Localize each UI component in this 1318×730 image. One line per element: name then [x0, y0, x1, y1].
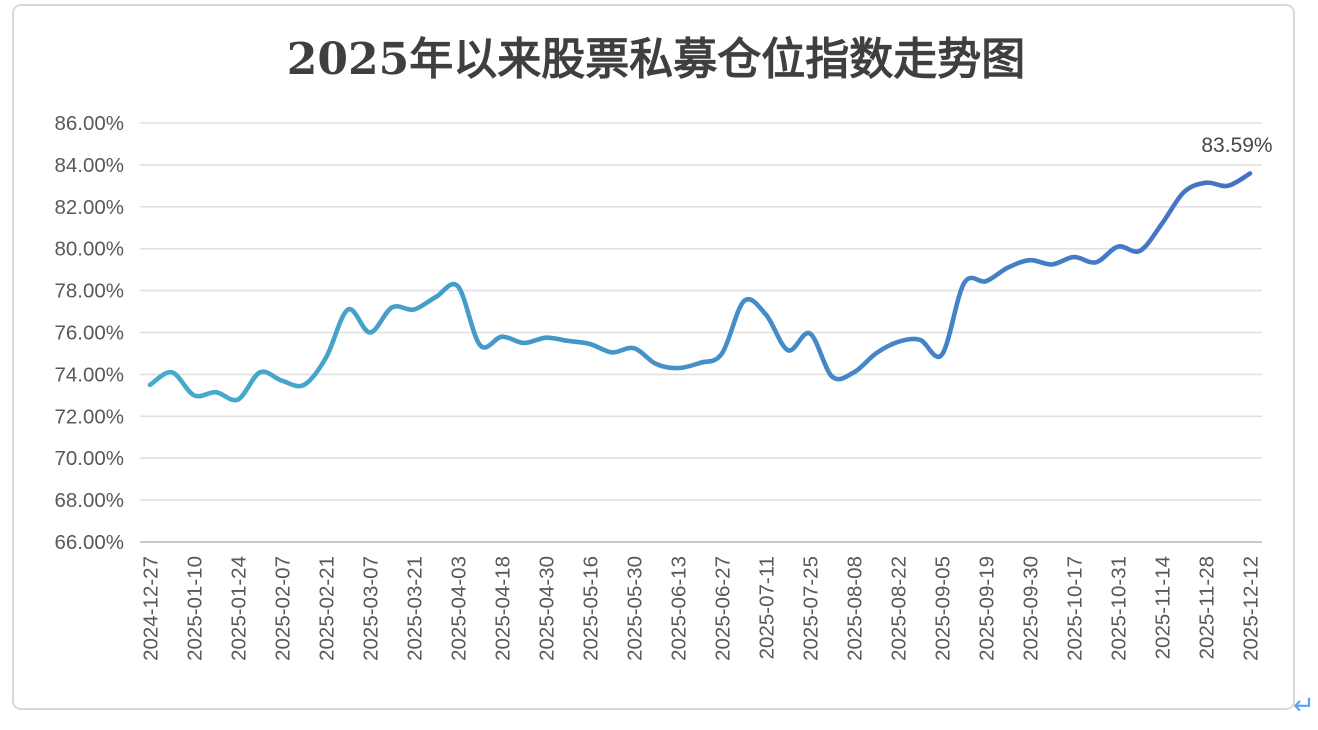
y-tick-label: 82.00%	[54, 196, 124, 219]
chart-title: 2025年以来股票私募仓位指数走势图	[287, 34, 1025, 85]
y-tick-label: 76.00%	[54, 322, 124, 345]
x-tick-label: 2025-06-27	[712, 556, 735, 661]
gridlines	[140, 122, 1262, 543]
x-tick-label: 2025-05-30	[624, 556, 647, 661]
x-tick-label: 2025-08-08	[844, 556, 867, 661]
x-tick-label: 2025-11-28	[1196, 556, 1219, 659]
x-tick-label: 2025-08-22	[888, 556, 911, 661]
y-axis-labels: 86.00% 84.00% 82.00% 80.00% 78.00% 76.00% 74.0…	[54, 112, 124, 554]
x-tick-label: 2025-09-30	[1020, 556, 1043, 661]
y-tick-label: 68.00%	[54, 489, 124, 512]
x-tick-label: 2025-03-21	[404, 556, 427, 661]
x-tick-label: 2025-04-03	[448, 556, 471, 661]
y-tick-label: 72.00%	[54, 405, 124, 428]
x-tick-label: 2025-07-25	[800, 556, 823, 661]
x-tick-label: 2025-05-16	[580, 556, 603, 661]
y-tick-label: 74.00%	[54, 363, 124, 386]
x-tick-label: 2025-04-30	[536, 556, 559, 661]
x-tick-label: 2025-02-07	[272, 556, 295, 661]
x-tick-label: 2025-10-17	[1064, 556, 1087, 661]
return-mark-icon: ↵	[1293, 690, 1315, 720]
y-tick-label: 84.00%	[54, 154, 124, 177]
y-tick-label: 70.00%	[54, 447, 124, 470]
x-tick-label: 2025-11-14	[1152, 556, 1175, 659]
chart-frame	[12, 4, 1295, 710]
y-tick-label: 66.00%	[54, 531, 124, 554]
x-tick-label: 2025-07-11	[756, 556, 779, 659]
x-tick-label: 2025-02-21	[316, 556, 339, 661]
x-tick-label: 2025-12-12	[1240, 556, 1263, 661]
x-tick-label: 2025-03-07	[360, 556, 383, 661]
endpoint-value-label: 83.59%	[1201, 134, 1272, 157]
x-tick-label: 2025-01-24	[228, 556, 251, 661]
series-line	[147, 171, 1253, 403]
y-tick-label: 86.00%	[54, 112, 124, 135]
y-tick-label: 80.00%	[54, 238, 124, 261]
x-axis-labels: 2024-12-27 2025-01-10 2025-01-24 2025-02-07…	[140, 556, 1263, 661]
x-tick-label: 2025-10-31	[1108, 556, 1131, 661]
x-tick-label: 2025-06-13	[668, 556, 691, 661]
y-tick-label: 78.00%	[54, 280, 124, 303]
x-tick-label: 2025-04-18	[492, 556, 515, 661]
x-tick-label: 2025-09-05	[932, 556, 955, 661]
x-tick-label: 2025-01-10	[184, 556, 207, 661]
x-tick-label: 2025-09-19	[976, 556, 999, 661]
x-tick-label: 2024-12-27	[140, 556, 163, 661]
